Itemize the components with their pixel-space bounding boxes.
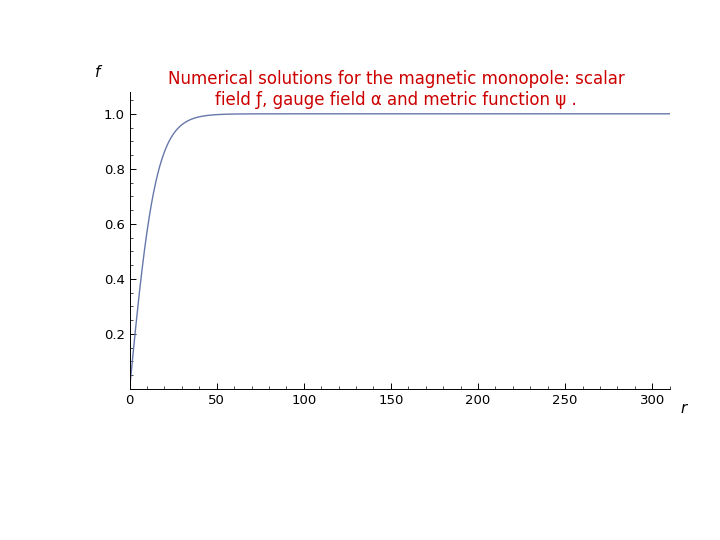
Text: r: r: [680, 401, 687, 416]
Text: f: f: [94, 65, 100, 80]
Text: Numerical solutions for the magnetic monopole: scalar
field ƒ, gauge field α and: Numerical solutions for the magnetic mon…: [168, 70, 624, 109]
